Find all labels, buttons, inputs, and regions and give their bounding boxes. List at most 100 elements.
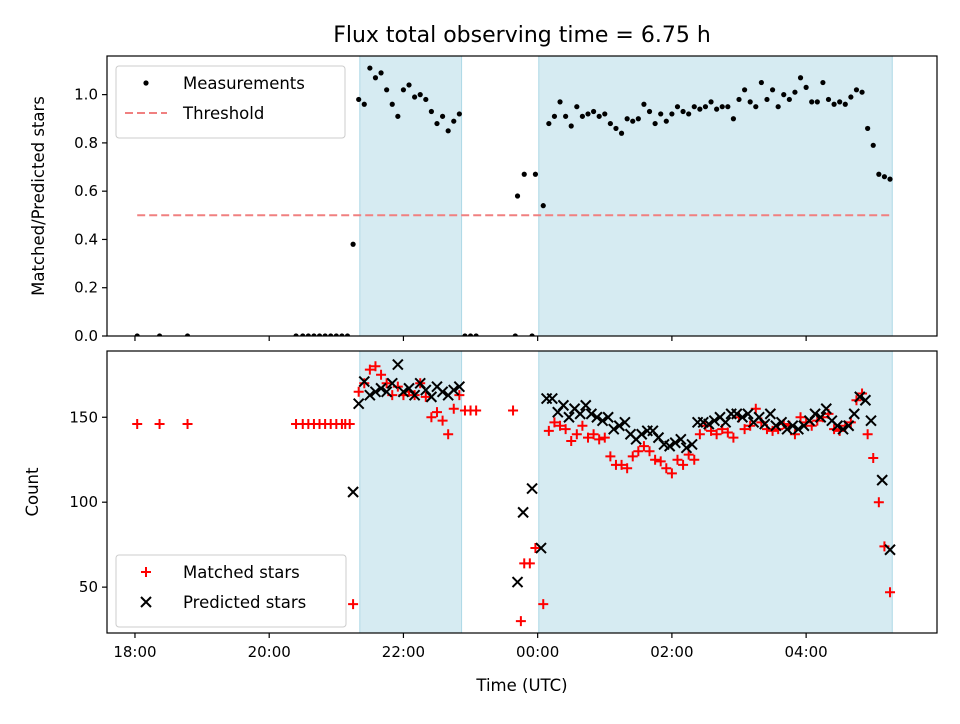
data-point: [633, 446, 644, 457]
data-point: [471, 405, 482, 416]
data-point: [328, 333, 334, 336]
data-point: [661, 463, 672, 474]
data-point: [680, 442, 693, 454]
data-point: [361, 101, 367, 107]
data-point: [885, 587, 896, 598]
data-point: [376, 369, 387, 380]
data-point: [722, 427, 733, 438]
data-point: [443, 429, 454, 440]
data-point: [397, 386, 410, 398]
x-tick-label: 22:00: [382, 643, 425, 661]
y-axis-label: Matched/Predicted stars: [29, 96, 48, 296]
x-tick-label: 18:00: [113, 643, 156, 661]
data-point: [678, 459, 689, 470]
data-point: [708, 414, 721, 427]
data-point: [344, 419, 355, 430]
data-point: [758, 79, 764, 86]
legend: Matched stars Predicted stars: [115, 554, 347, 628]
data-point: [635, 116, 641, 122]
data-point: [431, 407, 442, 418]
data-point: [820, 79, 826, 86]
data-point: [375, 382, 387, 395]
data-point: [831, 420, 844, 432]
data-point: [764, 96, 770, 103]
legend-marker: [140, 596, 152, 608]
observing-span-1: [359, 55, 463, 337]
data-point: [669, 111, 675, 117]
data-point: [540, 203, 546, 209]
data-point: [515, 616, 526, 627]
data-point: [797, 75, 804, 81]
data-point: [663, 440, 676, 452]
data-point: [353, 386, 364, 397]
data-point: [555, 420, 566, 431]
data-point: [607, 120, 613, 127]
data-point: [577, 420, 588, 431]
data-point: [546, 392, 558, 405]
legend-marker: [143, 80, 149, 86]
data-point: [594, 434, 605, 445]
data-point: [364, 364, 375, 375]
data-point: [551, 113, 558, 119]
data-point: [644, 446, 655, 457]
data-point: [616, 459, 627, 470]
data-point: [742, 408, 754, 420]
data-point: [876, 474, 888, 486]
data-point: [618, 130, 625, 136]
data-point: [406, 82, 412, 88]
data-point: [184, 333, 191, 336]
data-point: [588, 429, 599, 440]
data-point: [568, 123, 574, 129]
data-point: [842, 101, 848, 107]
data-point: [865, 414, 877, 427]
data-point: [557, 399, 570, 412]
data-point: [691, 104, 697, 110]
data-point: [322, 333, 328, 336]
data-point: [445, 128, 451, 134]
axes-frame: [106, 350, 938, 634]
data-point: [641, 101, 647, 107]
data-point: [425, 391, 438, 403]
data-point: [369, 386, 382, 398]
data-point: [367, 65, 373, 71]
data-point: [769, 87, 776, 93]
data-point: [870, 142, 876, 148]
data-point: [514, 193, 521, 199]
data-point: [364, 389, 376, 401]
data-point: [566, 436, 577, 447]
data-point: [563, 113, 569, 119]
data-point: [300, 333, 306, 336]
y-axis-label: Count: [23, 467, 42, 517]
data-point: [747, 99, 753, 105]
data-point: [473, 333, 479, 336]
data-point: [792, 89, 798, 95]
legend-box: [115, 554, 347, 628]
data-point: [868, 453, 879, 464]
data-point: [591, 411, 603, 423]
data-point: [638, 441, 649, 452]
data-point: [454, 390, 465, 401]
data-point: [543, 425, 554, 436]
data-point: [434, 120, 440, 127]
data-point: [887, 176, 893, 182]
data-point: [423, 96, 429, 103]
y-tick-label: 50: [79, 578, 98, 596]
panel-2: 50 100 150 18:00 20:00 22:00 00:00 02:00 04:00 Co…: [23, 350, 938, 661]
data-point: [770, 420, 782, 432]
data-point: [546, 120, 552, 127]
y-tick-label: 150: [69, 408, 98, 426]
data-point: [708, 99, 714, 105]
data-point: [759, 418, 771, 430]
data-point: [560, 424, 571, 435]
legend-marker: [141, 567, 151, 577]
data-point: [599, 432, 610, 443]
data-point: [635, 428, 648, 440]
data-point: [420, 391, 431, 402]
data-point: [686, 438, 698, 451]
data-point: [613, 125, 619, 132]
data-point: [613, 420, 626, 432]
data-point: [881, 174, 888, 180]
data-point: [590, 108, 597, 115]
data-point: [356, 96, 362, 103]
data-point: [339, 333, 345, 336]
